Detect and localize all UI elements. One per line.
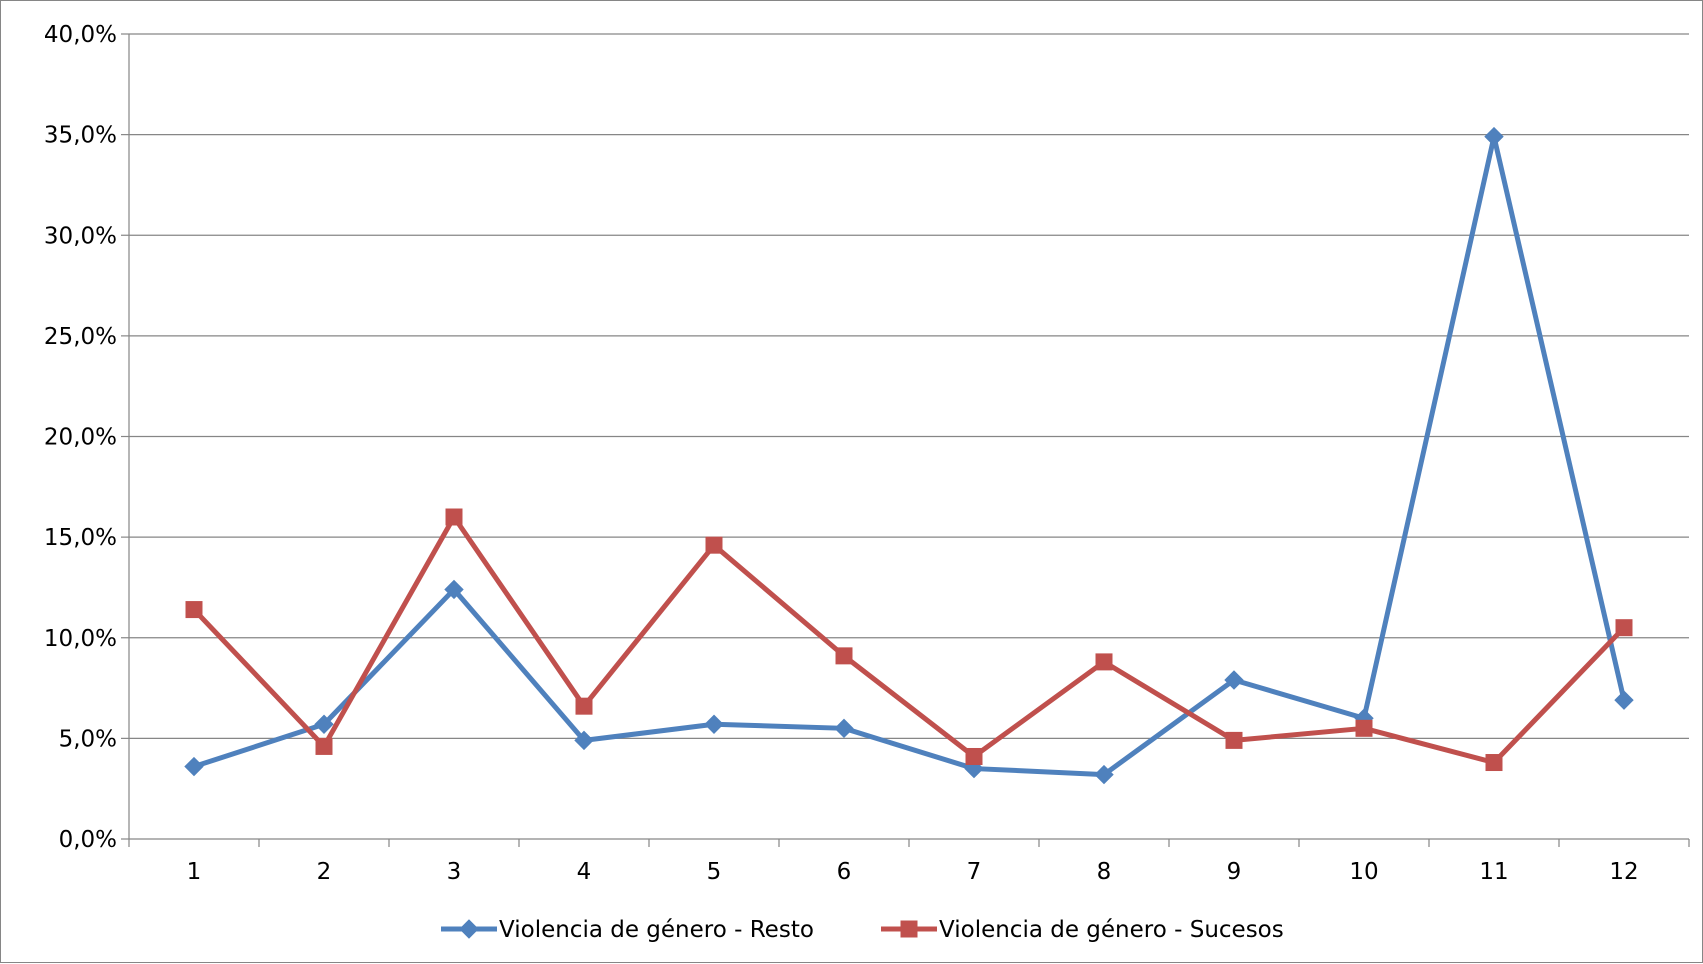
y-tick-label: 25,0% <box>44 324 117 350</box>
x-tick-label: 9 <box>1227 859 1242 885</box>
legend-item-2: Violencia de género - Sucesos <box>881 917 1284 943</box>
series-2 <box>185 508 1633 772</box>
x-tick-label: 10 <box>1349 859 1378 885</box>
series-line <box>191 134 1627 778</box>
data-point <box>1614 690 1634 710</box>
legend: Violencia de género - Resto Violencia de … <box>441 917 1284 943</box>
y-tick-label: 5,0% <box>59 726 117 752</box>
x-tick-label: 8 <box>1097 859 1112 885</box>
y-tick-label: 15,0% <box>44 525 117 551</box>
x-tick-label: 4 <box>577 859 592 885</box>
legend-label: Violencia de género - Resto <box>499 917 814 943</box>
data-point <box>445 508 463 526</box>
x-tick-label: 1 <box>187 859 202 885</box>
data-point <box>184 756 204 777</box>
x-tick-label: 11 <box>1479 859 1508 885</box>
y-tick-label: 40,0% <box>44 22 117 48</box>
y-tick-label: 30,0% <box>44 223 117 249</box>
x-tick-label: 5 <box>707 859 722 885</box>
x-tick-label: 6 <box>837 859 852 885</box>
data-point <box>575 697 593 715</box>
series-line <box>191 514 1627 766</box>
x-axis-tick-labels: 1 2 3 4 5 6 7 8 9 10 11 12 <box>187 859 1639 885</box>
data-point <box>314 714 334 734</box>
data-point <box>1225 731 1243 749</box>
legend-marker <box>900 920 918 938</box>
data-point <box>574 730 594 751</box>
gridlines <box>129 33 1689 739</box>
data-point <box>1615 619 1633 637</box>
data-point <box>704 714 724 734</box>
series-1 <box>184 126 1634 785</box>
y-axis-tick-labels: 0,0% 5,0% 10,0% 15,0% 20,0% 25,0% 30,0% 35,0% 40… <box>44 22 117 853</box>
data-point <box>705 536 723 554</box>
data-point <box>444 579 464 600</box>
data-point <box>1224 670 1244 690</box>
data-point <box>965 747 983 765</box>
data-point <box>1484 126 1504 147</box>
legend-marker <box>459 919 479 939</box>
legend-item-1: Violencia de género - Resto <box>441 917 814 943</box>
x-tick-label: 2 <box>317 859 332 885</box>
data-point <box>185 601 203 619</box>
data-point <box>835 647 853 665</box>
y-tick-label: 35,0% <box>44 123 117 149</box>
data-point <box>1355 719 1373 737</box>
data-point <box>1095 653 1113 671</box>
x-tick-label: 3 <box>447 859 462 885</box>
data-point <box>1094 764 1114 785</box>
legend-label: Violencia de género - Sucesos <box>939 917 1284 943</box>
data-point <box>834 718 854 739</box>
y-tick-label: 10,0% <box>44 626 117 652</box>
series-layer <box>184 126 1634 785</box>
data-point <box>315 737 333 755</box>
data-point <box>1485 754 1503 772</box>
x-tick-label: 7 <box>967 859 982 885</box>
x-tick-label: 12 <box>1609 859 1638 885</box>
axes <box>121 33 1690 847</box>
y-tick-label: 20,0% <box>44 425 117 451</box>
y-tick-label: 0,0% <box>59 827 117 853</box>
